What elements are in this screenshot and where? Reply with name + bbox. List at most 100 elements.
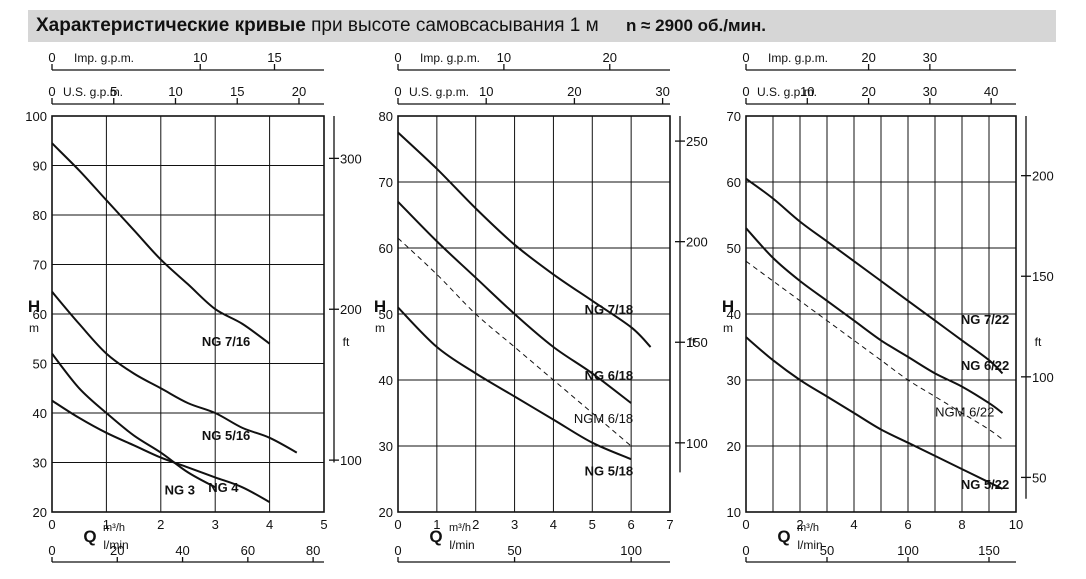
- series-label: NGM 6/22: [935, 404, 994, 419]
- plot-frame: [397, 115, 671, 513]
- series-line: [397, 131, 652, 348]
- usgpm-tick-label: 20: [567, 84, 581, 99]
- page-title: Характеристические кривые при высоте сам…: [36, 15, 766, 37]
- y-tick-label: 100: [25, 109, 47, 124]
- y-tick-label: 20: [33, 505, 47, 520]
- x-tick-label: 4: [550, 517, 557, 532]
- x-unit-top: m³/h: [449, 522, 471, 534]
- x-tick-label: 7: [666, 517, 673, 532]
- series-label: NG 7/18: [585, 302, 633, 317]
- x-axis-label: Q: [83, 527, 96, 546]
- title-rest: при высоте самовсасывания 1 м: [311, 15, 599, 36]
- series-line: [51, 399, 271, 503]
- usgpm-tick-label: 40: [984, 84, 998, 99]
- usgpm-axis-label: U.S. g.p.m.: [409, 85, 469, 99]
- impgpm-axis-label: Imp. g.p.m.: [420, 51, 480, 65]
- title-bold: Характеристические кривые: [36, 15, 306, 36]
- y-tick-label: 40: [727, 307, 741, 322]
- lmin-tick-label: 100: [897, 543, 919, 558]
- impgpm-tick-label: 15: [267, 50, 281, 65]
- x-tick-label: 2: [472, 517, 479, 532]
- y-tick-label: 50: [379, 307, 393, 322]
- impgpm-tick-label: 0: [742, 50, 749, 65]
- usgpm-axis-label: U.S. g.p.m.: [757, 85, 817, 99]
- y-tick-label: 30: [727, 373, 741, 388]
- ft-tick-label: 200: [686, 235, 708, 250]
- impgpm-axis-label: Imp. g.p.m.: [768, 51, 828, 65]
- x-axis-label: Q: [429, 527, 442, 546]
- lmin-tick-label: 50: [507, 543, 521, 558]
- usgpm-tick-label: 15: [230, 84, 244, 99]
- x-unit-bottom: l/min: [797, 538, 822, 552]
- rpm-label: n ≈ 2900 об./мин.: [625, 16, 767, 35]
- x-tick-label: 5: [589, 517, 596, 532]
- ft-tick-label: 100: [686, 436, 708, 451]
- y-axis-unit: m: [375, 321, 385, 335]
- x-tick-label: 6: [904, 517, 911, 532]
- y-tick-label: 40: [379, 373, 393, 388]
- series-line: [397, 306, 632, 461]
- impgpm-tick-label: 10: [497, 50, 511, 65]
- lmin-tick-label: 50: [820, 543, 834, 558]
- ft-tick-label: 100: [1032, 370, 1054, 385]
- y-tick-label: 70: [33, 258, 47, 273]
- x-axis-label: Q: [777, 527, 790, 546]
- lmin-tick-label: 0: [48, 543, 55, 558]
- impgpm-tick-label: 10: [193, 50, 207, 65]
- y-tick-label: 90: [33, 159, 47, 174]
- series-label: NG 3: [165, 483, 195, 498]
- y-tick-label: 70: [379, 175, 393, 190]
- series-label: NGM 6/18: [574, 411, 633, 426]
- impgpm-tick-label: 20: [861, 50, 875, 65]
- ft-tick-label: 100: [340, 453, 362, 468]
- x-tick-label: 0: [394, 517, 401, 532]
- ft-tick-label: 200: [1032, 169, 1054, 184]
- x-tick-label: 4: [266, 517, 273, 532]
- lmin-tick-label: 80: [306, 543, 320, 558]
- ft-tick-label: 200: [340, 302, 362, 317]
- lmin-tick-label: 40: [175, 543, 189, 558]
- x-tick-label: 4: [850, 517, 857, 532]
- series-label: NG 7/22: [961, 312, 1009, 327]
- plot-frame: [745, 115, 1017, 513]
- y-tick-label: 50: [727, 241, 741, 256]
- y-tick-label: 60: [379, 241, 393, 256]
- y-tick-label: 10: [727, 505, 741, 520]
- usgpm-tick-label: 10: [800, 84, 814, 99]
- usgpm-axis-label: U.S. g.p.m.: [63, 85, 123, 99]
- usgpm-tick-label: 0: [48, 84, 55, 99]
- y-axis-unit: m: [29, 321, 39, 335]
- y-tick-label: 30: [33, 456, 47, 471]
- series-label: NG 5/16: [202, 428, 250, 443]
- y-tick-label: 20: [727, 439, 741, 454]
- y-tick-label: 30: [379, 439, 393, 454]
- lmin-tick-label: 100: [620, 543, 642, 558]
- x-unit-top: m³/h: [103, 522, 125, 534]
- impgpm-tick-label: 20: [603, 50, 617, 65]
- lmin-tick-label: 150: [978, 543, 1000, 558]
- impgpm-tick-label: 0: [48, 50, 55, 65]
- y-axis-label: H: [28, 297, 40, 316]
- x-tick-label: 0: [742, 517, 749, 532]
- ft-tick-label: 150: [686, 335, 708, 350]
- series-line: [397, 201, 632, 404]
- y-axis-label: H: [374, 297, 386, 316]
- ft-tick-label: 300: [340, 151, 362, 166]
- impgpm-tick-label: 0: [394, 50, 401, 65]
- y-axis-unit: m: [723, 321, 733, 335]
- x-tick-label: 1: [103, 517, 110, 532]
- y-tick-label: 40: [33, 406, 47, 421]
- x-unit-bottom: l/min: [449, 538, 474, 552]
- usgpm-tick-label: 30: [655, 84, 669, 99]
- header-bar: Характеристические кривые при высоте сам…: [28, 10, 1056, 42]
- series-label: NG 4: [208, 480, 239, 495]
- series-label: NG 6/22: [961, 358, 1009, 373]
- ft-axis-label: ft: [343, 335, 350, 349]
- series-line: [745, 260, 1003, 440]
- series-label: NG 5/22: [961, 477, 1009, 492]
- series-label: NG 7/16: [202, 334, 250, 349]
- series-label: NG 6/18: [585, 368, 633, 383]
